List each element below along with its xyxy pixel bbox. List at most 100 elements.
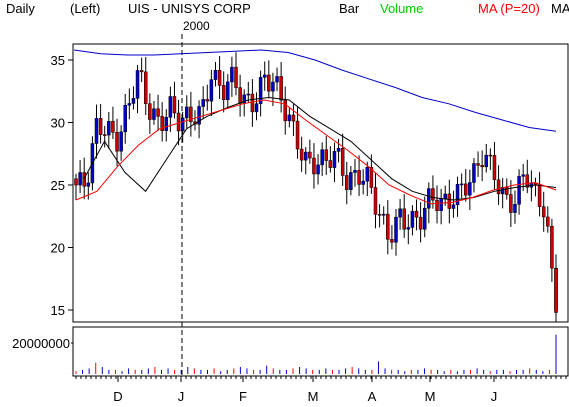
candle-body (279, 76, 283, 101)
candle-body (546, 216, 550, 227)
candle-body (353, 170, 357, 173)
candle-body (295, 120, 300, 150)
candle-body (472, 163, 476, 183)
candle-body (180, 117, 185, 132)
chart-title: UIS - UNISYS CORP (128, 1, 251, 16)
candle-body (267, 74, 271, 92)
year-label: 2000 (183, 19, 210, 33)
x-tick-label: F (239, 389, 247, 404)
x-tick-label: D (113, 389, 122, 404)
candle-body (250, 93, 255, 113)
candle-body (86, 182, 91, 187)
candle-body (152, 108, 156, 120)
candle-body (422, 207, 427, 230)
candle-body (127, 103, 132, 106)
candle-body (427, 188, 431, 209)
candle-body (139, 70, 144, 73)
candle-body (119, 131, 123, 152)
ma-long-line (73, 49, 557, 132)
candle-body (230, 66, 234, 83)
candle-body (303, 151, 308, 161)
candle-body (111, 121, 115, 133)
candle-body (324, 149, 329, 161)
candle-body (513, 204, 517, 213)
candle-body (197, 106, 201, 125)
candle-body (418, 216, 423, 230)
y-tick-label: 30 (51, 116, 65, 131)
candle-body (554, 268, 558, 313)
candle-body (221, 85, 226, 101)
candle-body (316, 164, 320, 175)
candle-body (381, 213, 386, 216)
candle-body (468, 182, 472, 196)
candle-body (455, 184, 460, 205)
x-tick-label: M (308, 389, 319, 404)
candle-body (312, 157, 316, 175)
candle-body (82, 172, 86, 187)
candle-body (189, 106, 193, 123)
candle-body (275, 76, 279, 83)
candle-body (320, 149, 324, 166)
candle-body (361, 180, 365, 185)
candle-body (550, 225, 554, 269)
candle-body (201, 99, 205, 107)
candle-body (463, 183, 468, 196)
candle-body (521, 174, 525, 177)
candle-body (394, 216, 398, 243)
ma20-line (75, 99, 557, 205)
candle-body (484, 154, 489, 168)
volume-panel-frame (72, 326, 569, 377)
candle-body (398, 208, 402, 218)
candle-body (459, 183, 464, 186)
candle-body (115, 132, 119, 152)
y-tick-label: 20 (51, 241, 65, 256)
legend-ma20: MA (P=20) (478, 1, 540, 16)
candle-body (164, 117, 169, 131)
candle-body (254, 103, 259, 113)
candle-body (258, 77, 263, 104)
candle-body (102, 134, 107, 136)
candle-body (185, 106, 189, 119)
candle-body (525, 174, 530, 188)
candle-body (492, 155, 497, 181)
candle-body (226, 81, 230, 101)
x-tick-label: J (491, 389, 498, 404)
candle-body (74, 178, 78, 186)
candle-body (496, 179, 501, 195)
candle-body (217, 70, 222, 86)
candle-body (410, 210, 415, 228)
legend-bar: Bar (339, 1, 360, 16)
candle-body (488, 154, 493, 157)
candle-body (160, 116, 164, 131)
legend-ma-more: MA (551, 1, 569, 16)
candle-body (176, 112, 181, 132)
candle-body (172, 96, 177, 114)
ma-mid-line (83, 96, 557, 201)
y-tick-label: 25 (51, 178, 65, 193)
candle-body (213, 70, 218, 80)
candle-body (131, 98, 136, 104)
candle-body (262, 74, 267, 78)
x-tick-label: J (178, 389, 185, 404)
candle-body (369, 167, 374, 188)
candle-body (517, 176, 521, 205)
candle-body (509, 194, 513, 213)
candle-body (357, 170, 361, 185)
candle-body (328, 160, 333, 168)
candle-body (365, 167, 370, 182)
candle-body (390, 239, 394, 243)
candle-body (345, 175, 349, 190)
candle-body (135, 70, 140, 99)
candle-body (209, 79, 214, 102)
candle-body (156, 108, 160, 117)
candle-body (377, 214, 382, 216)
scale-label: (Left) (70, 1, 101, 16)
candle-body (402, 208, 406, 230)
candle-body (98, 118, 103, 135)
candle-body (283, 99, 287, 122)
candle-body (443, 193, 447, 199)
candle-body (349, 172, 353, 190)
period-label: Daily (6, 1, 35, 16)
candle-body (205, 99, 210, 102)
